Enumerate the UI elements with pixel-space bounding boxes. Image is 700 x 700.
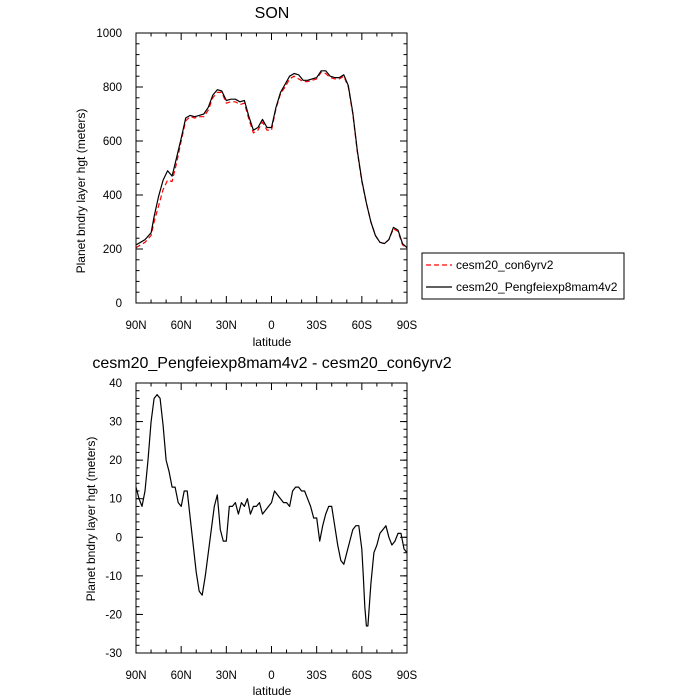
top-x-tick-label: 60S bbox=[352, 320, 373, 332]
top-x-tick-label: 90N bbox=[125, 320, 146, 332]
bottom-x-tick-label: 60N bbox=[171, 670, 192, 682]
top-y-tick-label: 1000 bbox=[96, 28, 122, 40]
bottom-y-tick-label: -20 bbox=[105, 609, 122, 621]
top-chart-panel: SON latitude Planet bndry layer hgt (met… bbox=[74, 5, 418, 349]
top-plot-frame bbox=[135, 32, 408, 304]
bottom-x-tick-label: 90S bbox=[397, 670, 418, 682]
legend-box bbox=[421, 252, 625, 300]
bottom-x-tick-label: 90N bbox=[125, 670, 146, 682]
bottom-series-lines bbox=[135, 394, 408, 627]
top-series-line-cesm20-Pengfeiexp8mam4v2 bbox=[135, 70, 408, 249]
legend-label-con6yrv2: cesm20_con6yrv2 bbox=[456, 258, 554, 272]
top-x-tick-label: 30N bbox=[216, 320, 237, 332]
bottom-plot-frame bbox=[135, 382, 408, 654]
bottom-y-tick-label: -10 bbox=[105, 571, 122, 583]
top-x-tick-label: 30S bbox=[306, 320, 327, 332]
bottom-x-axis-label: latitude bbox=[253, 684, 292, 698]
top-y-axis-label: Planet bndry layer hgt (meters) bbox=[74, 109, 88, 274]
top-y-tick-label: 0 bbox=[116, 298, 122, 310]
legend: cesm20_con6yrv2 cesm20_Pengfeiexp8mam4v2 bbox=[421, 252, 625, 300]
top-y-tick-label: 800 bbox=[103, 82, 122, 94]
bottom-y-tick-label: 40 bbox=[109, 378, 122, 390]
top-x-axis-label: latitude bbox=[253, 335, 292, 349]
bottom-x-tick-label: 0 bbox=[268, 670, 274, 682]
top-chart-title: SON bbox=[255, 5, 290, 22]
bottom-x-tick-label: 30S bbox=[306, 670, 327, 682]
top-y-tick-label: 200 bbox=[103, 244, 122, 256]
top-axis-ticks: 90N 60N 30N 0 30S 60S 90S 0 200 400 600 800 1000 bbox=[96, 28, 417, 332]
top-y-tick-label: 600 bbox=[103, 136, 122, 148]
bottom-series-line-0 bbox=[135, 394, 408, 627]
bottom-y-tick-label: 30 bbox=[109, 417, 122, 429]
bottom-y-tick-label: 20 bbox=[109, 455, 122, 467]
bottom-x-tick-label: 30N bbox=[216, 670, 237, 682]
bottom-chart-title: cesm20_Pengfeiexp8mam4v2 - cesm20_con6yr… bbox=[92, 355, 451, 372]
bottom-y-tick-label: -30 bbox=[105, 648, 122, 660]
top-series-lines bbox=[135, 70, 408, 249]
top-x-tick-label: 90S bbox=[397, 320, 418, 332]
top-y-tick-label: 400 bbox=[103, 190, 122, 202]
bottom-chart-panel: cesm20_Pengfeiexp8mam4v2 - cesm20_con6yr… bbox=[84, 355, 452, 698]
bottom-y-tick-label: 10 bbox=[109, 494, 122, 506]
top-x-tick-label: 0 bbox=[268, 320, 274, 332]
bottom-axis-ticks: 90N 60N 30N 0 30S 60S 90S -30 -20 -10 0 10 20 30 40 bbox=[105, 378, 417, 682]
top-x-tick-label: 60N bbox=[171, 320, 192, 332]
bottom-y-axis-label: Planet bndry layer hgt (meters) bbox=[84, 437, 98, 602]
top-series-line-cesm20-con6yrv2 bbox=[135, 71, 408, 249]
legend-label-pengfeiexp8mam4v2: cesm20_Pengfeiexp8mam4v2 bbox=[456, 280, 618, 294]
bottom-y-tick-label: 0 bbox=[116, 532, 122, 544]
bottom-x-tick-label: 60S bbox=[352, 670, 373, 682]
